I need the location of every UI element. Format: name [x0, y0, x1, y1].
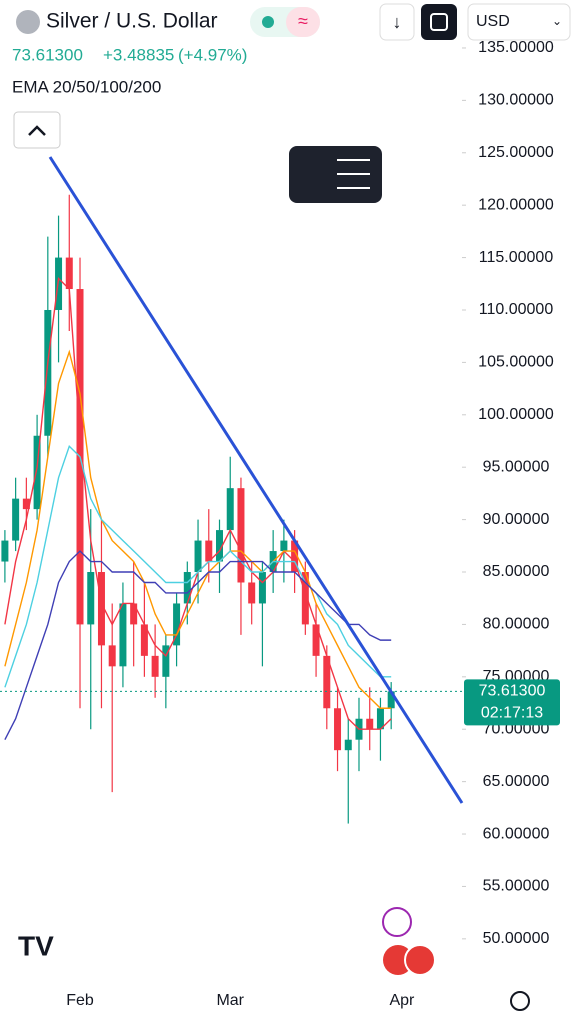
collapse-icon — [28, 125, 46, 136]
candle-body — [140, 624, 148, 656]
y-tick-label: 100.00000 — [478, 406, 554, 423]
candle-body — [130, 603, 138, 625]
y-tick-label: 80.00000 — [483, 616, 550, 633]
market-open-dot — [262, 16, 274, 28]
candle-body — [108, 645, 116, 667]
settings-icon[interactable] — [510, 991, 530, 1011]
candle-body — [376, 708, 384, 730]
trendline[interactable] — [48, 156, 464, 804]
currency-select[interactable] — [467, 3, 571, 41]
x-tick-label: Apr — [389, 992, 415, 1009]
download-button[interactable] — [379, 3, 415, 41]
ema-line — [4, 349, 392, 709]
candle-body — [173, 603, 181, 646]
ema-line — [4, 277, 392, 730]
x-tick-label: Mar — [216, 992, 244, 1009]
tradingview-logo: TV — [18, 930, 54, 961]
candle-body — [1, 540, 9, 562]
candle-body — [366, 718, 374, 730]
candle-body — [87, 572, 95, 625]
candle-body — [301, 572, 309, 625]
candle-body — [291, 540, 299, 573]
us-flag-icon[interactable] — [383, 945, 413, 975]
last-price-value: 73.61300 — [479, 683, 546, 700]
candle-body — [12, 498, 20, 541]
y-tick-label: 85.00000 — [483, 563, 550, 580]
candle-body — [258, 572, 266, 604]
y-tick-label: 115.00000 — [479, 249, 554, 266]
candle-body — [312, 624, 320, 656]
us-flag-icon[interactable] — [404, 944, 436, 976]
y-tick-label: 65.00000 — [483, 773, 550, 790]
candle-body — [387, 691, 395, 709]
candle-body — [162, 645, 170, 677]
candle-body — [334, 708, 342, 751]
y-tick-label: 120.00000 — [478, 196, 554, 213]
y-tick-label: 50.00000 — [483, 930, 550, 947]
candle-body — [65, 257, 73, 290]
indicator-legend: EMA 20/50/100/200 — [12, 77, 161, 96]
candle-body — [22, 498, 30, 510]
price-change: +3.48835 — [103, 45, 174, 64]
candle-body — [344, 739, 352, 751]
download-icon: ↓ — [393, 12, 402, 32]
y-tick-label: 135.00000 — [478, 39, 554, 56]
candle-body — [44, 309, 52, 436]
dropdown-arrow: ⌄ — [552, 14, 562, 28]
candle-body — [280, 540, 288, 552]
candle-body — [97, 572, 105, 646]
status-icon: ≈ — [298, 11, 308, 31]
y-tick-label: 60.00000 — [483, 825, 550, 842]
symbol-icon — [16, 10, 40, 34]
status-pill-right — [286, 7, 320, 37]
symbol-title: Silver / U.S. Dollar — [46, 10, 218, 33]
candle-body — [237, 488, 245, 583]
candle-body — [248, 582, 256, 604]
y-tick-label: 95.00000 — [483, 458, 550, 475]
candle-body — [33, 435, 41, 510]
ema-line — [4, 550, 392, 741]
candle-body — [183, 572, 191, 604]
event-icon[interactable] — [382, 907, 412, 937]
candle-body — [119, 603, 127, 667]
last-price: 73.61300 — [12, 45, 83, 64]
currency: USD — [476, 13, 510, 30]
candle-body — [151, 655, 159, 677]
x-tick-label: Feb — [66, 992, 94, 1009]
fullscreen-icon — [430, 13, 448, 31]
bar-countdown: 02:17:13 — [481, 705, 543, 722]
y-tick-label: 125.00000 — [478, 144, 554, 161]
candle-body — [323, 655, 331, 709]
toolbar-icon — [337, 159, 370, 189]
collapse-button[interactable] — [13, 111, 61, 149]
price-change-pct: (+4.97%) — [178, 45, 247, 64]
ema-line — [4, 444, 392, 688]
candle-body — [194, 540, 202, 573]
y-tick-label: 105.00000 — [478, 354, 554, 371]
last-price-label — [464, 679, 560, 726]
candle-body — [205, 540, 213, 562]
y-tick-label: 130.00000 — [478, 92, 554, 109]
plot: 50.0000055.0000060.0000065.0000070.00000… — [0, 39, 554, 1009]
y-tick-label: 90.00000 — [483, 511, 550, 528]
candle-body — [216, 530, 223, 562]
candle-body — [226, 488, 234, 531]
y-tick-label: 110.00000 — [479, 301, 554, 318]
y-tick-label: 55.00000 — [483, 878, 550, 895]
fullscreen-button[interactable] — [421, 4, 457, 40]
